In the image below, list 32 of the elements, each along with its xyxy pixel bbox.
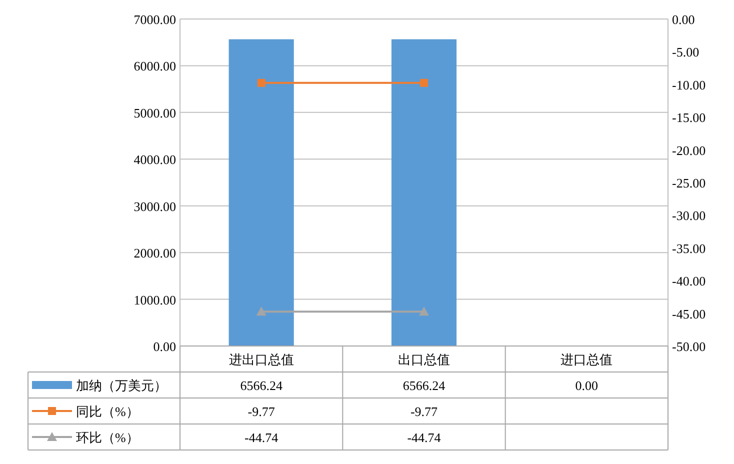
y-tick-label: 5000.00 bbox=[134, 105, 176, 120]
y-tick-label: 2000.00 bbox=[134, 246, 176, 261]
y-tick-label: 0.00 bbox=[153, 339, 176, 354]
x-tick-label: 进出口总值 bbox=[228, 352, 294, 367]
data-label: 6566.24 bbox=[240, 378, 283, 393]
y2-tick-label: -5.00 bbox=[672, 44, 700, 60]
data-label: -9.77 bbox=[248, 404, 276, 419]
y2-tick-label: 0.00 bbox=[672, 12, 695, 27]
y2-tick-label: -35.00 bbox=[672, 240, 706, 256]
y2-tick-label: -30.00 bbox=[672, 208, 706, 224]
y-tick-label: 4000.00 bbox=[134, 152, 176, 168]
legend-label: 环比（%） bbox=[76, 430, 139, 445]
y2-tick-label: -15.00 bbox=[672, 110, 706, 126]
legend-label: 加纳（万美元） bbox=[76, 378, 167, 393]
data-label: -9.77 bbox=[410, 404, 438, 419]
y2-tick-label: -10.00 bbox=[672, 77, 706, 92]
y-tick-label: 6000.00 bbox=[134, 58, 176, 74]
data-label: 6566.24 bbox=[402, 378, 446, 393]
y2-tick-label: -20.00 bbox=[672, 142, 706, 158]
y-tick-label: 7000.00 bbox=[134, 12, 176, 27]
data-label: 0.00 bbox=[575, 378, 598, 393]
y2-tick-label: -40.00 bbox=[672, 274, 706, 289]
x-tick-label: 出口总值 bbox=[398, 352, 450, 367]
data-label: -44.74 bbox=[244, 430, 279, 445]
legend-label: 同比（%） bbox=[76, 404, 139, 419]
data-label: -44.74 bbox=[407, 430, 442, 445]
y2-tick-label: -45.00 bbox=[672, 306, 706, 322]
y-tick-label: 3000.00 bbox=[134, 198, 176, 214]
y-tick-label: 1000.00 bbox=[134, 292, 176, 308]
x-tick-label: 进口总值 bbox=[560, 352, 613, 367]
y2-tick-label: -50.00 bbox=[672, 339, 706, 354]
y2-tick-label: -25.00 bbox=[672, 176, 706, 190]
